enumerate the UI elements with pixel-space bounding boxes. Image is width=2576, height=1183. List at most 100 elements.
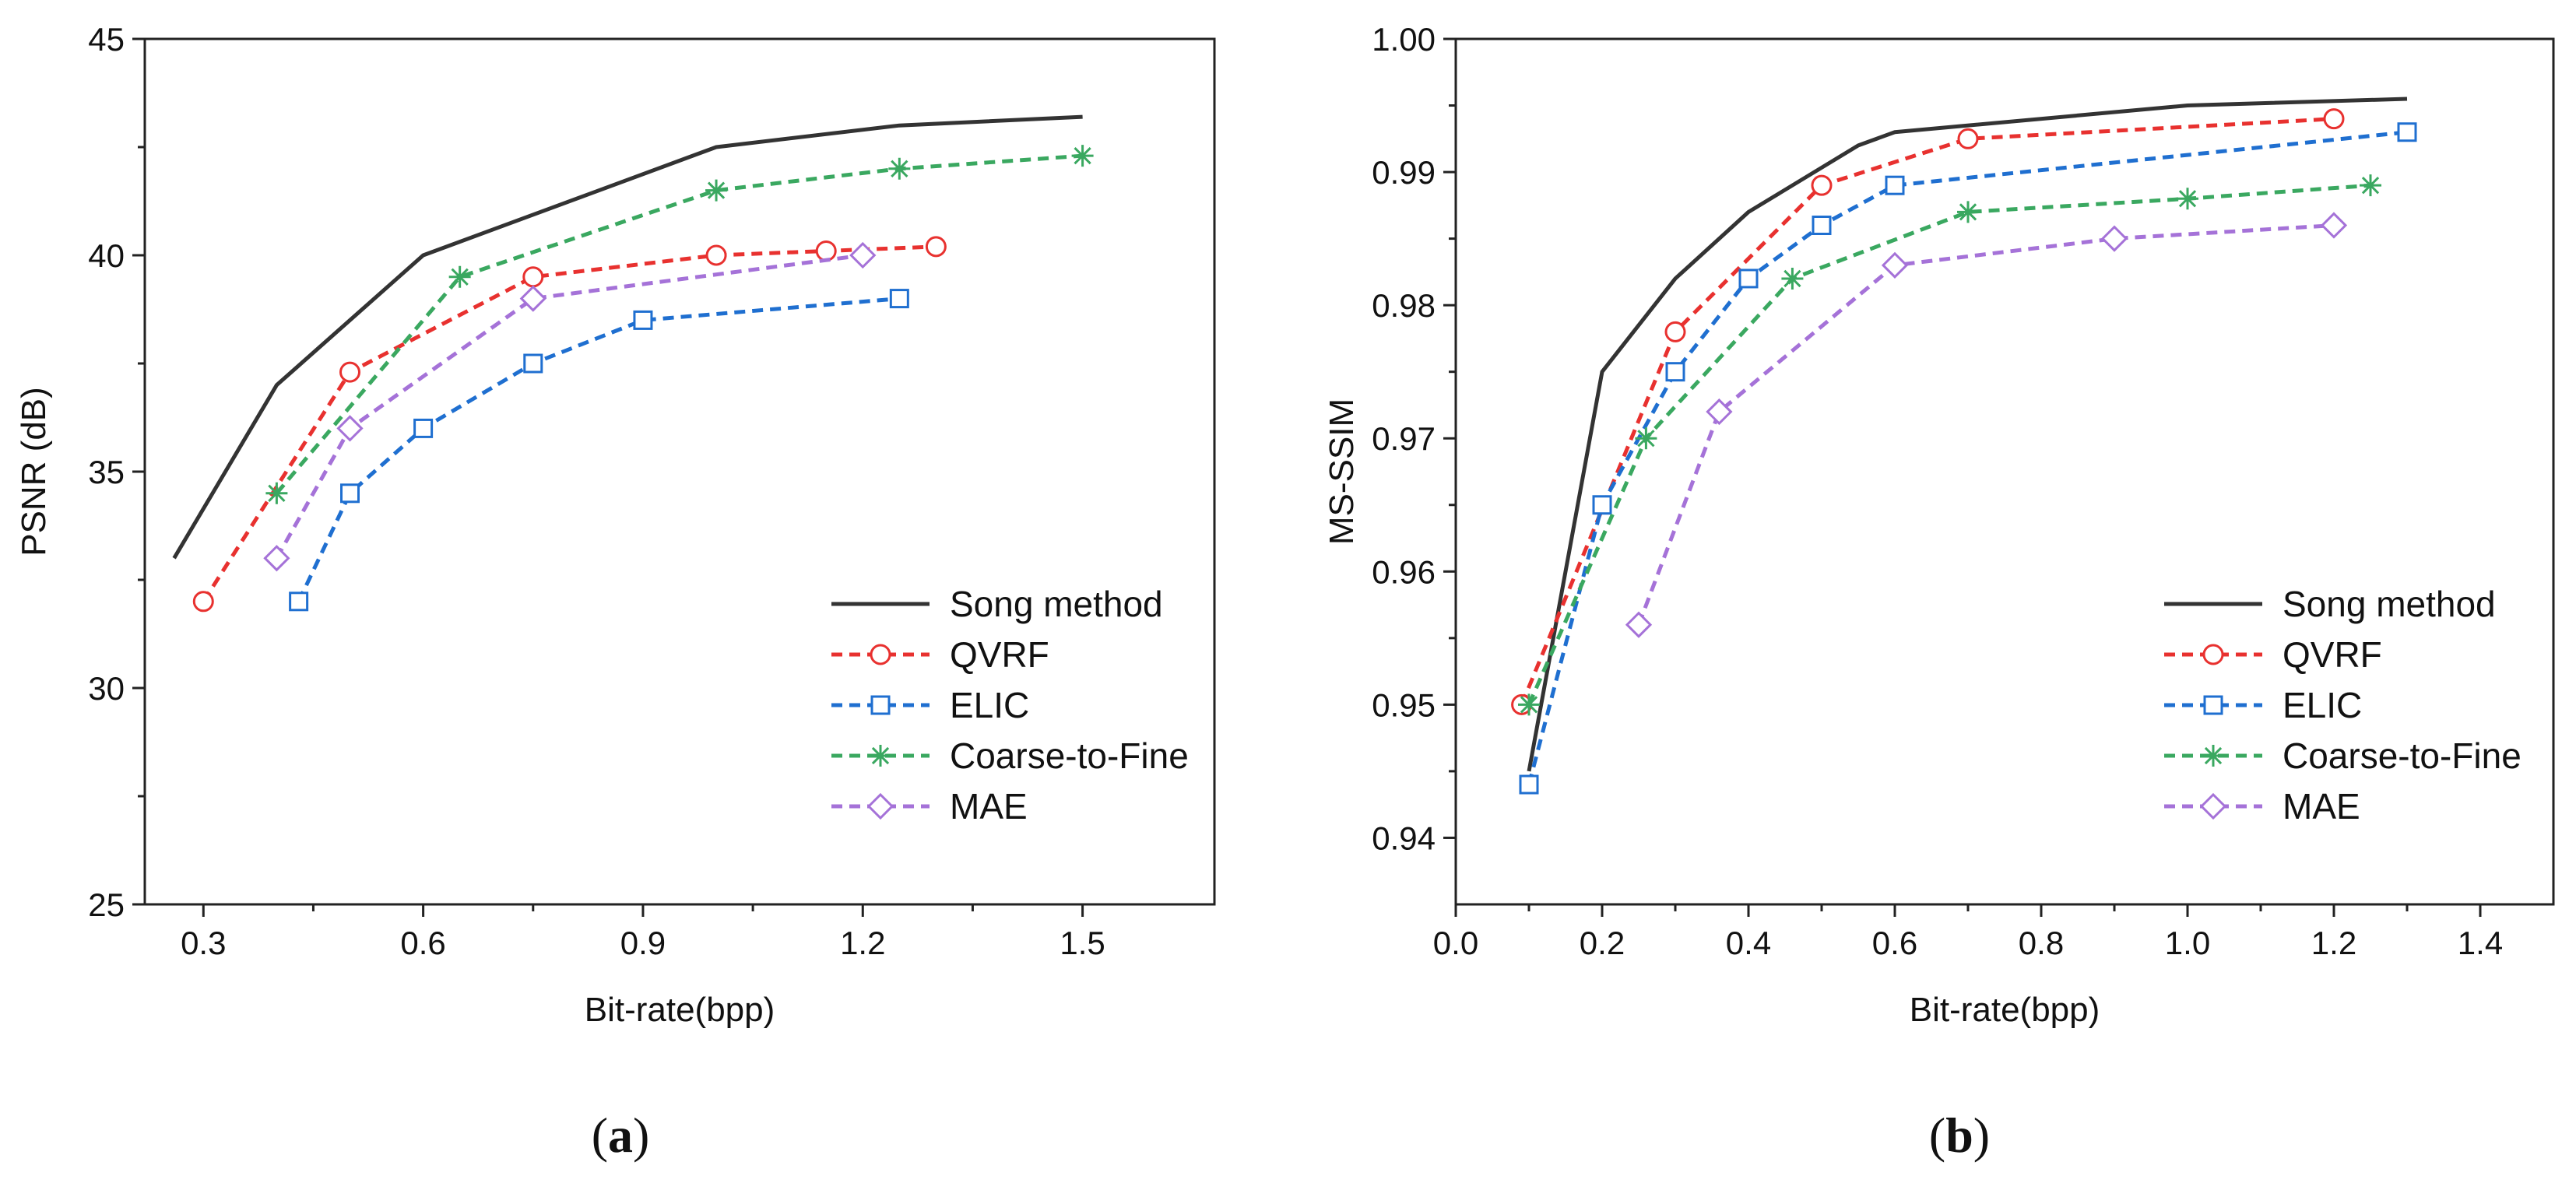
series-line	[202, 244, 937, 603]
data-point	[705, 244, 727, 266]
series-mae	[263, 241, 877, 572]
data-point	[2100, 225, 2128, 252]
data-point	[849, 241, 877, 269]
legend-entry-label: Song method	[2283, 584, 2496, 624]
y-tick-label: 0.95	[1372, 686, 1436, 723]
series-elic	[1519, 122, 2417, 795]
y-tick-label: 1.00	[1372, 21, 1436, 58]
legend-entry-label: Coarse-to-Fine	[2283, 735, 2522, 776]
series-line	[275, 153, 1083, 495]
data-point	[1812, 216, 1832, 236]
panel-label: (a)	[592, 1108, 650, 1163]
legend-marker	[870, 745, 891, 767]
data-point	[1664, 321, 1686, 342]
y-tick-label: 30	[88, 670, 125, 707]
legend-marker	[2202, 745, 2224, 767]
data-point	[888, 157, 911, 180]
data-point	[265, 482, 288, 504]
data-point	[1518, 693, 1540, 716]
y-axis-label: PSNR (dB)	[15, 387, 53, 556]
y-tick-label: 45	[88, 21, 125, 58]
series-line	[1527, 97, 2408, 772]
legend-entry-label: QVRF	[2283, 634, 2382, 675]
data-point	[1071, 145, 1094, 167]
data-point	[523, 353, 543, 374]
panel-label: (b)	[1929, 1108, 1990, 1163]
data-point	[289, 592, 309, 612]
x-tick-label: 0.9	[620, 925, 666, 961]
series-coarse-to-fine	[1518, 174, 2381, 716]
panel-letter: a	[608, 1108, 633, 1163]
series-qvrf	[1511, 108, 2345, 715]
data-point	[1811, 174, 1833, 196]
data-point	[633, 310, 653, 330]
y-tick-label: 0.98	[1372, 287, 1436, 324]
series-line	[275, 253, 863, 560]
data-point	[1957, 128, 1979, 149]
series-line	[1527, 130, 2408, 785]
data-point	[2177, 188, 2198, 210]
legend-entry-label: Song method	[950, 584, 1163, 624]
series-song-method	[1527, 97, 2408, 772]
legend-entry-label: Coarse-to-Fine	[950, 735, 1189, 776]
data-point	[1635, 427, 1657, 450]
series-line	[297, 297, 900, 602]
legend: Song method QVRF ELIC Coarse-to-Fine MAE	[831, 584, 1189, 827]
x-axis-label: Bit-rate(bpp)	[585, 991, 775, 1029]
x-tick-label: 1.2	[2311, 925, 2356, 961]
x-tick-label: 0.8	[2019, 925, 2064, 961]
data-point	[192, 591, 214, 613]
legend-entry-label: QVRF	[950, 634, 1049, 675]
data-point	[1881, 251, 1909, 279]
data-point	[1592, 495, 1612, 515]
x-tick-label: 0.6	[1872, 925, 1917, 961]
series-elic	[289, 289, 909, 612]
data-point	[2320, 212, 2348, 239]
series-coarse-to-fine	[265, 145, 1094, 504]
y-tick-label: 0.97	[1372, 420, 1436, 457]
x-tick-label: 0.6	[400, 925, 445, 961]
x-tick-label: 1.2	[840, 925, 885, 961]
data-point	[1625, 611, 1653, 638]
legend-marker	[870, 695, 891, 715]
legend-marker	[870, 644, 891, 665]
data-point	[519, 285, 546, 312]
legend-entry-label: ELIC	[2283, 685, 2362, 725]
chart-panel-b: 0.0 0.2 0.4 0.6 0.8 1.0 1.2 1.4 0.94 0.95 0.96 0.97…	[1323, 21, 2555, 1163]
data-point	[340, 483, 360, 504]
data-point	[1957, 201, 1979, 223]
x-tick-label: 0.3	[181, 925, 226, 961]
legend-entry-label: MAE	[950, 786, 1028, 827]
x-tick-label: 0.2	[1580, 925, 1625, 961]
legend-entry-label: MAE	[2283, 786, 2360, 827]
x-axis-label: Bit-rate(bpp)	[1910, 991, 2100, 1029]
x-tick-label: 0.4	[1726, 925, 1771, 961]
data-point	[448, 265, 471, 288]
data-point	[1781, 267, 1804, 290]
legend-marker	[2203, 695, 2223, 715]
y-tick-label: 0.96	[1372, 553, 1436, 590]
data-point	[2360, 174, 2381, 197]
panel-letter: b	[1945, 1108, 1973, 1163]
chart-panel-a: 0.3 0.6 0.9 1.2 1.5 25 30 35 40 45 Bit-rate(bpp) PS…	[15, 21, 1216, 1163]
series-mae	[1625, 212, 2348, 638]
data-point	[705, 179, 728, 202]
data-point	[522, 266, 544, 288]
series-song-method	[172, 114, 1083, 560]
data-point	[263, 545, 290, 572]
data-point	[815, 240, 837, 262]
data-point	[1885, 175, 1905, 195]
x-tick-label: 1.0	[2165, 925, 2210, 961]
y-tick-label: 0.94	[1372, 820, 1436, 856]
y-tick-label: 35	[88, 454, 125, 490]
legend: Song method QVRF ELIC Coarse-to-Fine MAE	[2164, 584, 2522, 827]
data-point	[339, 361, 361, 383]
data-point	[413, 418, 434, 438]
y-axis-label: MS-SSIM	[1323, 398, 1361, 545]
legend-marker	[2202, 644, 2224, 665]
data-point	[925, 236, 947, 258]
y-tick-label: 40	[88, 237, 125, 274]
data-point	[2323, 108, 2345, 130]
series-line	[1527, 183, 2371, 706]
